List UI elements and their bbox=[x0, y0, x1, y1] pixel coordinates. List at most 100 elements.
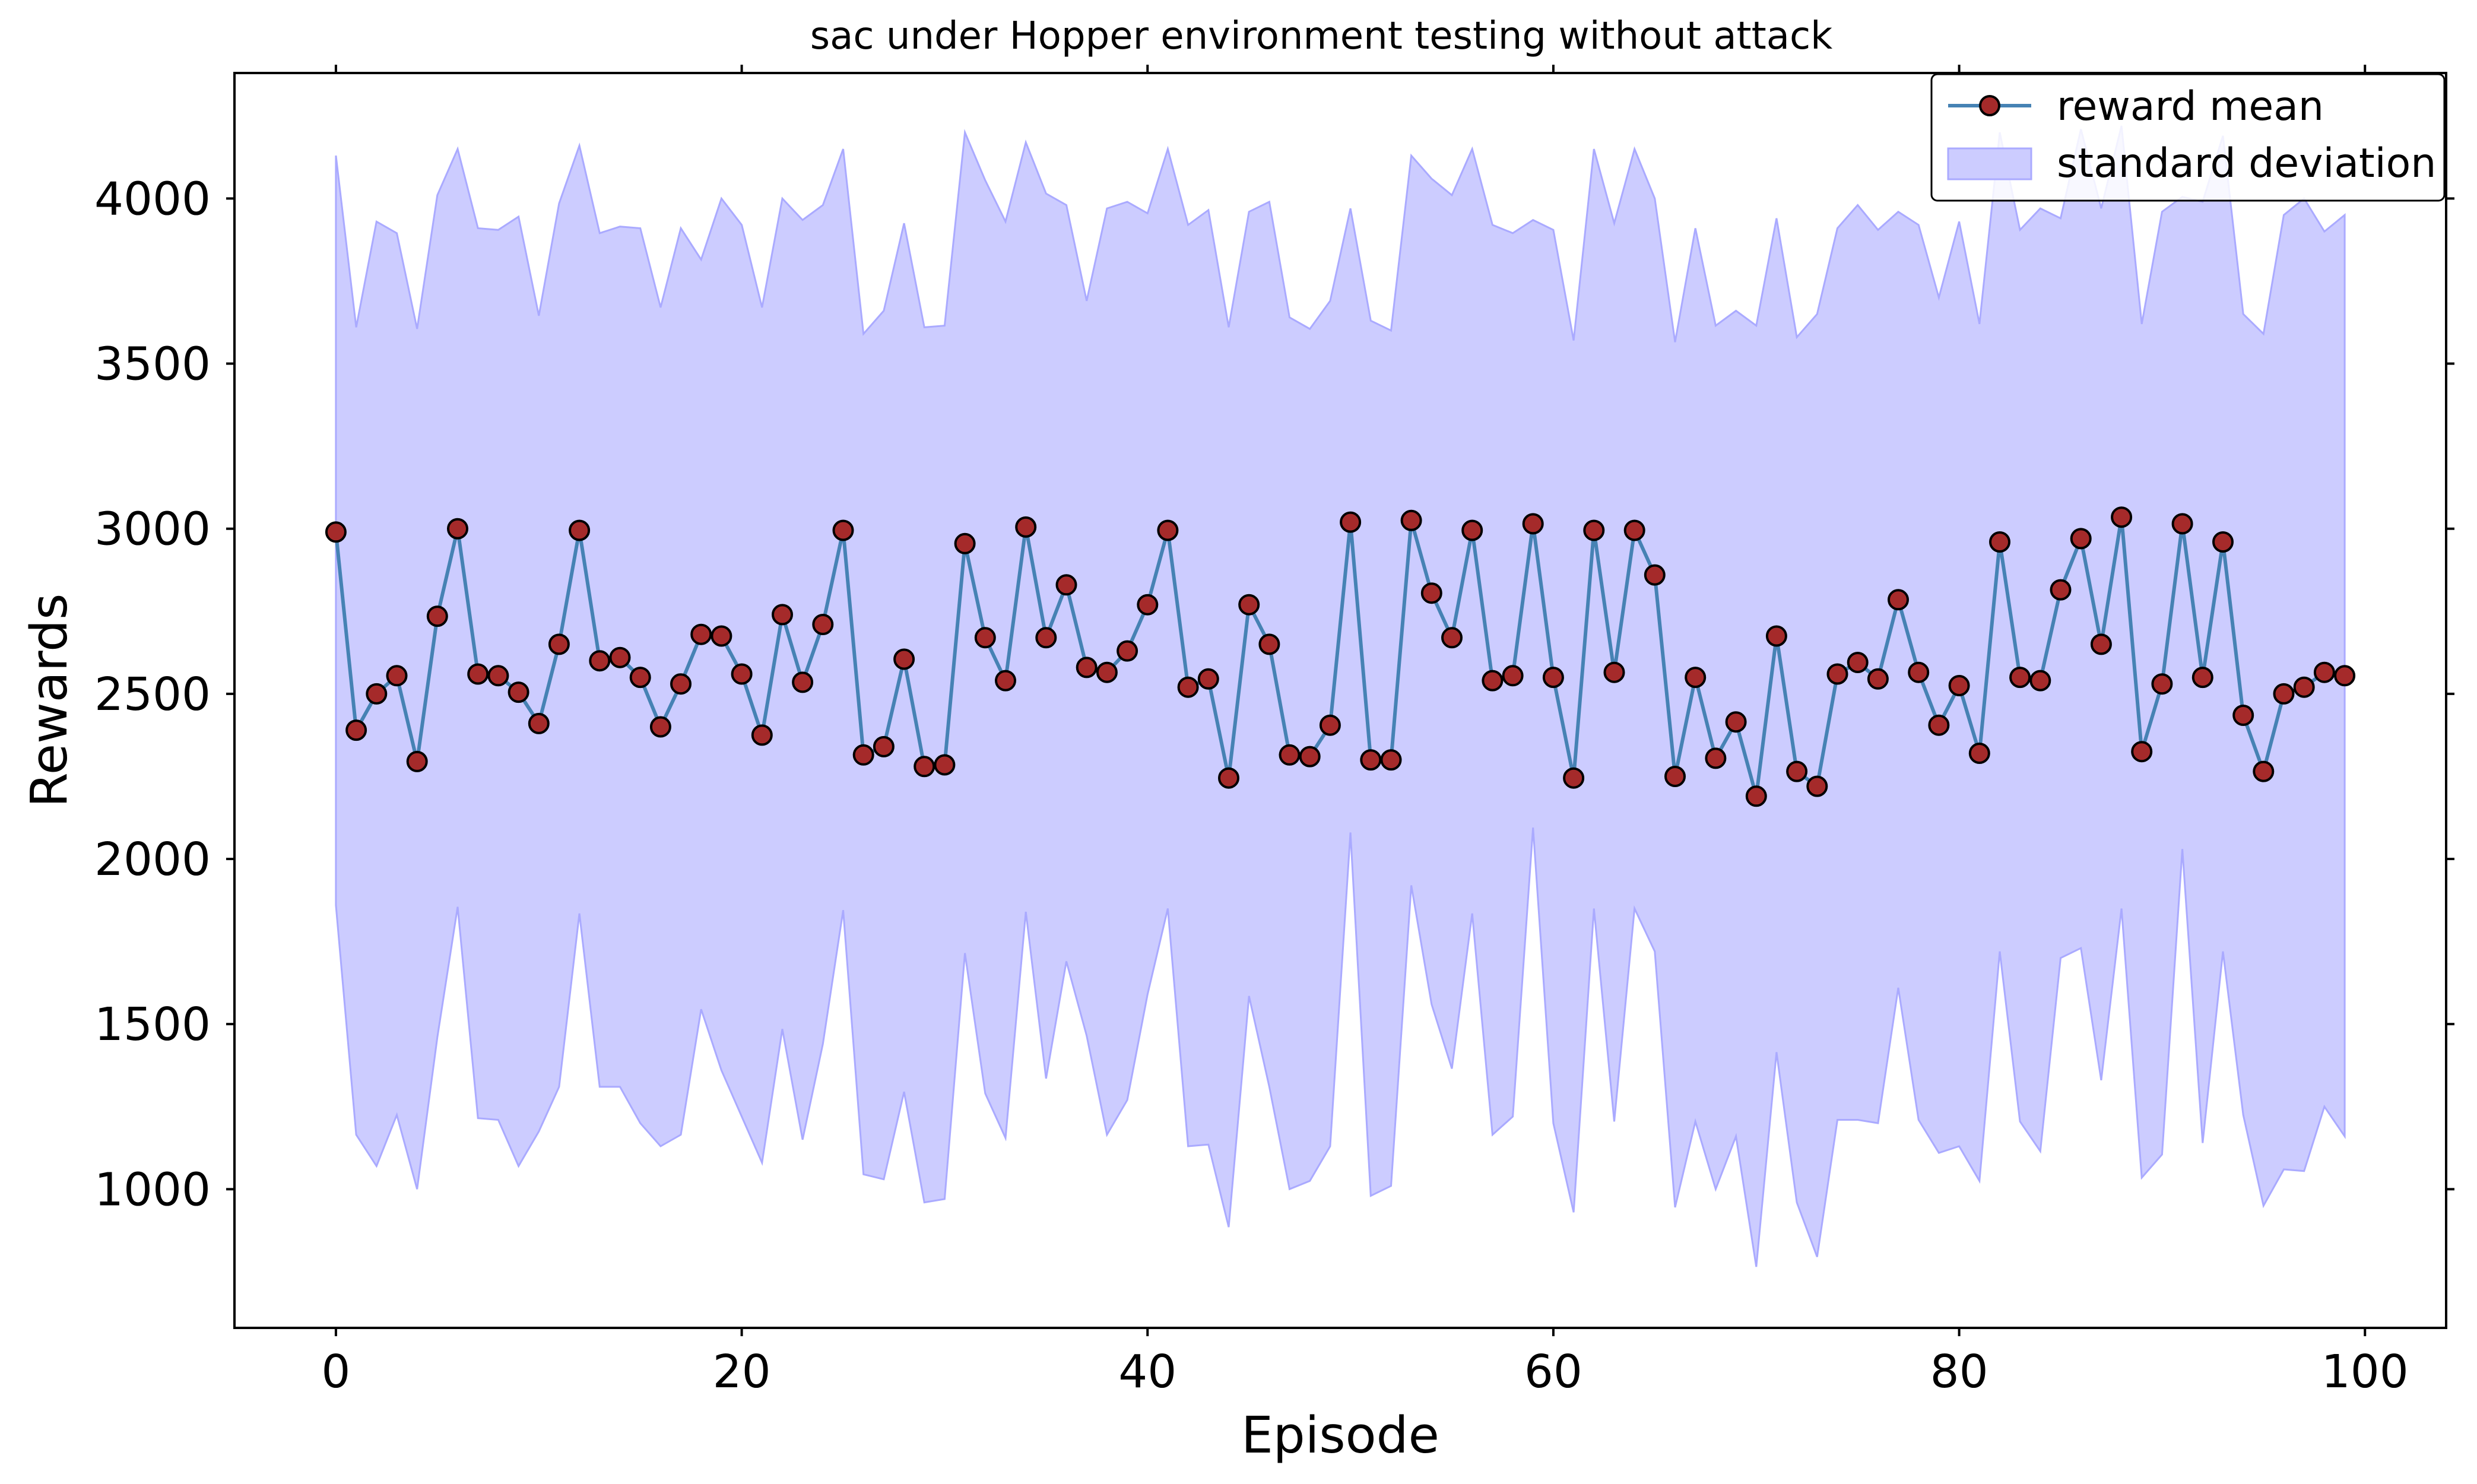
data-point bbox=[1157, 519, 1179, 541]
data-point bbox=[548, 633, 570, 655]
x-tick-label: 100 bbox=[2321, 1346, 2409, 1399]
legend: reward mean standard deviation bbox=[1930, 73, 2446, 202]
data-point bbox=[1888, 589, 1909, 611]
data-point bbox=[1218, 767, 1239, 789]
data-point bbox=[2050, 579, 2072, 601]
data-point bbox=[670, 673, 692, 695]
data-point bbox=[711, 625, 732, 647]
data-point bbox=[1035, 627, 1057, 649]
x-tick-label: 60 bbox=[1524, 1346, 1582, 1399]
data-point bbox=[1380, 749, 1402, 771]
data-point bbox=[1258, 633, 1280, 655]
data-point bbox=[2212, 531, 2234, 553]
data-point bbox=[426, 605, 448, 627]
data-point bbox=[2191, 667, 2213, 689]
chart-title: sac under Hopper environment testing wit… bbox=[810, 14, 1832, 58]
reward-mean-markers bbox=[325, 506, 2356, 807]
plot-frame bbox=[233, 72, 2447, 1329]
data-point bbox=[1583, 519, 1605, 541]
data-point bbox=[1137, 594, 1159, 616]
data-point bbox=[1522, 513, 1544, 535]
legend-band-icon bbox=[1947, 147, 2032, 180]
data-point bbox=[852, 744, 874, 766]
data-point bbox=[1563, 767, 1585, 789]
legend-label-reward-mean: reward mean bbox=[2057, 83, 2324, 130]
data-point bbox=[589, 650, 611, 672]
data-point bbox=[1502, 665, 1524, 687]
data-point bbox=[873, 735, 895, 757]
data-point bbox=[1076, 657, 1098, 678]
data-point bbox=[954, 532, 976, 554]
x-tick-label: 20 bbox=[713, 1346, 771, 1399]
data-point bbox=[1908, 661, 1930, 683]
data-point bbox=[995, 670, 1016, 692]
data-point bbox=[649, 716, 671, 738]
y-tick-label: 4000 bbox=[94, 173, 211, 226]
data-point bbox=[1725, 711, 1747, 733]
x-tick-label: 80 bbox=[1930, 1346, 1988, 1399]
legend-box bbox=[1930, 73, 2446, 202]
data-point bbox=[467, 663, 489, 685]
x-tick-label: 0 bbox=[321, 1346, 350, 1399]
data-point bbox=[2273, 683, 2295, 705]
data-point bbox=[1340, 511, 1362, 533]
data-point bbox=[2070, 528, 2092, 550]
y-tick-label: 2000 bbox=[94, 833, 211, 886]
data-point bbox=[2253, 760, 2275, 782]
data-point bbox=[1806, 775, 1828, 797]
data-point bbox=[2171, 513, 2193, 535]
data-point bbox=[1238, 594, 1260, 616]
data-point bbox=[528, 712, 550, 734]
data-point bbox=[1096, 661, 1118, 683]
data-point bbox=[934, 754, 956, 776]
data-point bbox=[1542, 667, 1564, 689]
y-tick-label: 1500 bbox=[94, 998, 211, 1051]
data-point bbox=[1400, 509, 1422, 531]
x-tick-label: 40 bbox=[1118, 1346, 1176, 1399]
data-point bbox=[1482, 670, 1504, 692]
data-point bbox=[569, 519, 591, 541]
data-point bbox=[914, 756, 935, 778]
data-point bbox=[2313, 661, 2335, 683]
data-point bbox=[1847, 652, 1869, 673]
data-point bbox=[2293, 676, 2315, 698]
data-point bbox=[1603, 661, 1625, 683]
data-point bbox=[1623, 519, 1645, 541]
data-point bbox=[1968, 743, 1990, 764]
data-point bbox=[893, 648, 915, 670]
data-point bbox=[345, 719, 367, 741]
data-point bbox=[386, 665, 408, 687]
reward-mean-line bbox=[334, 515, 2345, 798]
data-point bbox=[508, 681, 529, 703]
data-point bbox=[2151, 673, 2173, 695]
data-point bbox=[1055, 574, 1077, 596]
data-point bbox=[2090, 633, 2112, 655]
data-point bbox=[1705, 747, 1727, 769]
data-point bbox=[1441, 627, 1463, 649]
y-tick-label: 2500 bbox=[94, 668, 211, 721]
data-point bbox=[1319, 714, 1341, 736]
data-point bbox=[1745, 785, 1767, 807]
data-point bbox=[1461, 519, 1483, 541]
data-point bbox=[609, 646, 631, 668]
y-tick-label: 3500 bbox=[94, 338, 211, 391]
data-point bbox=[325, 521, 347, 543]
y-axis-label: Rewards bbox=[20, 594, 79, 808]
data-point bbox=[1360, 749, 1382, 771]
data-point bbox=[406, 750, 428, 772]
data-point bbox=[366, 683, 388, 705]
data-point bbox=[447, 518, 468, 540]
x-axis-ticks: 0 20 40 60 80 100 bbox=[321, 65, 2409, 1399]
data-point bbox=[2232, 705, 2254, 726]
data-point bbox=[731, 663, 753, 685]
data-point bbox=[2111, 506, 2133, 528]
data-point bbox=[487, 665, 509, 687]
data-point bbox=[2009, 667, 2031, 689]
data-point bbox=[1765, 625, 1787, 647]
data-point bbox=[1197, 668, 1219, 690]
plot-area bbox=[325, 125, 2356, 1267]
data-point bbox=[832, 519, 854, 541]
data-point bbox=[1685, 667, 1707, 689]
data-point bbox=[1644, 564, 1666, 586]
